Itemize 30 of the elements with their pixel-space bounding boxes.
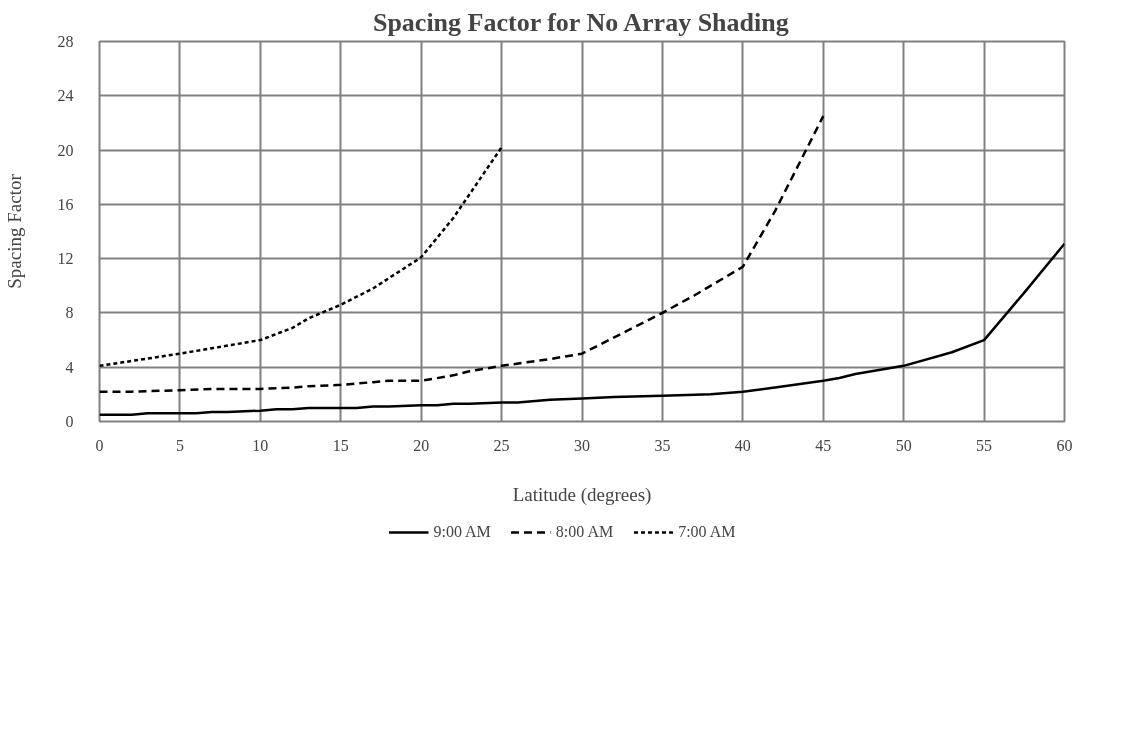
x-tick-label: 0 bbox=[95, 436, 104, 454]
line-series bbox=[99, 114, 825, 393]
y-tick-label: 20 bbox=[57, 141, 74, 159]
line-series bbox=[99, 242, 1065, 416]
y-tick-label: 24 bbox=[57, 87, 74, 105]
x-tick-label: 40 bbox=[734, 436, 751, 454]
y-tick-label: 16 bbox=[57, 195, 74, 213]
y-axis-title: Spacing Factor bbox=[3, 173, 25, 289]
x-tick-label: 55 bbox=[976, 436, 993, 454]
x-tick-label: 20 bbox=[413, 436, 430, 454]
y-tick-label: 8 bbox=[65, 304, 74, 322]
x-axis-title: Latitude (degrees) bbox=[512, 483, 652, 506]
y-tick-label: 12 bbox=[57, 250, 74, 268]
legend-label: 8:00 AM bbox=[555, 523, 614, 541]
x-tick-label: 45 bbox=[815, 436, 832, 454]
x-tick-label: 35 bbox=[654, 436, 671, 454]
x-tick-label: 30 bbox=[574, 436, 590, 454]
chart-title: Spacing Factor for No Array Shading bbox=[372, 7, 789, 37]
x-tick-label: 15 bbox=[332, 436, 349, 454]
x-tick-label: 50 bbox=[895, 436, 912, 454]
legend-label: 7:00 AM bbox=[678, 523, 736, 541]
x-tick-label: 60 bbox=[1056, 436, 1073, 454]
x-tick-label: 10 bbox=[252, 436, 269, 454]
y-tick-label: 0 bbox=[65, 413, 74, 430]
line-series bbox=[99, 146, 503, 368]
legend-label: 9:00 AM bbox=[433, 523, 491, 541]
y-tick-label: 4 bbox=[65, 358, 74, 376]
y-tick-label: 28 bbox=[57, 33, 74, 50]
x-tick-label: 25 bbox=[493, 436, 510, 454]
x-tick-label: 5 bbox=[175, 436, 184, 454]
